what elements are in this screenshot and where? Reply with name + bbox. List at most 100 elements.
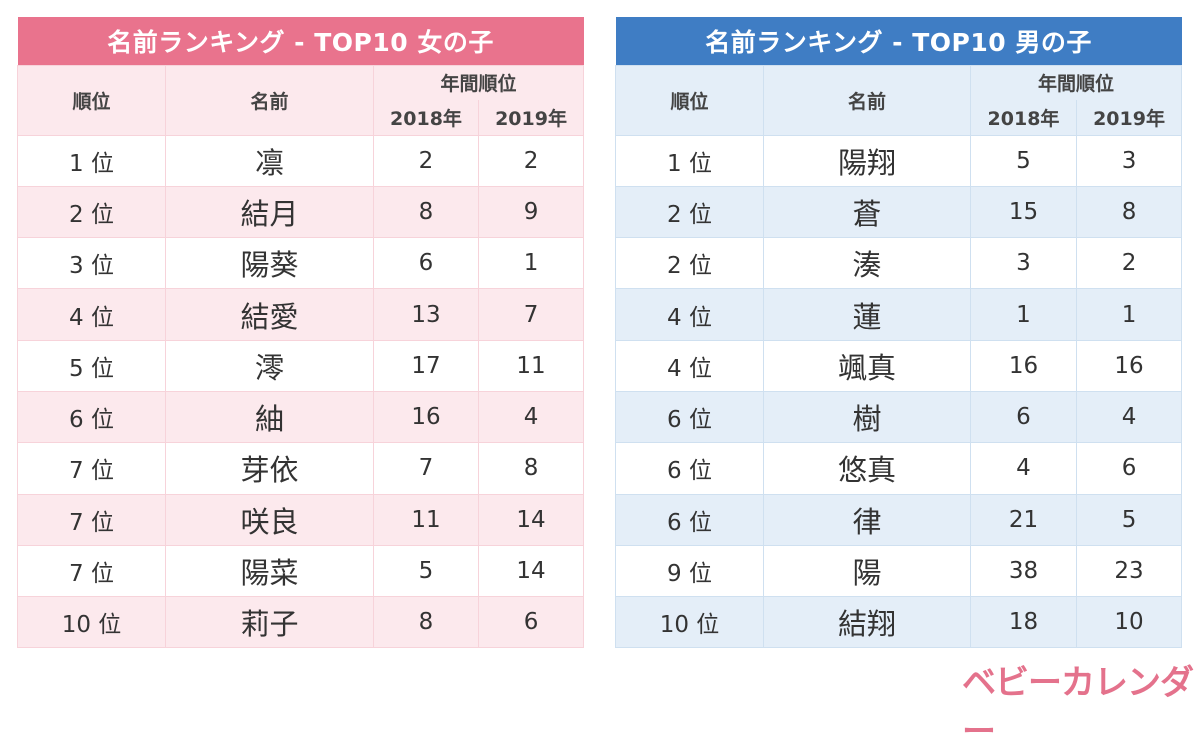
name-cell: 陽	[763, 544, 971, 598]
rank-2019-cell: 16	[1075, 339, 1183, 392]
rank-2018-cell: 3	[970, 237, 1077, 290]
rank-2019-cell: 8	[477, 442, 585, 495]
rank-cell: 2 位	[615, 185, 764, 239]
rank-cell: 2 位	[17, 185, 166, 239]
name-cell: 莉子	[165, 596, 374, 649]
rank-2019-cell: 2	[1075, 237, 1183, 290]
rank-2018-cell: 21	[970, 493, 1077, 546]
name-cell: 結翔	[763, 596, 971, 649]
rank-cell: 2 位	[615, 237, 764, 290]
rank-2019-cell: 2	[477, 134, 585, 187]
name-cell: 湊	[763, 237, 971, 290]
name-cell: 悠真	[763, 442, 971, 495]
name-cell: 陽翔	[763, 134, 971, 187]
header-2019: 2019年	[1075, 100, 1183, 136]
rank-2018-cell: 4	[970, 442, 1077, 495]
baby-calendar-logo: ベビーカレンダー	[962, 663, 1194, 752]
table-row: 6 位悠真 4 6	[615, 442, 1183, 495]
rank-cell: 10 位	[615, 596, 764, 649]
header-name: 名前	[165, 64, 374, 136]
name-cell: 律	[763, 493, 971, 546]
rank-cell: 7 位	[17, 442, 166, 495]
rank-2018-cell: 1	[970, 288, 1077, 341]
rank-cell: 10 位	[17, 596, 166, 649]
table-row: 10 位結翔 18 10	[615, 596, 1183, 649]
name-cell: 樹	[763, 390, 971, 444]
rank-cell: 7 位	[17, 493, 166, 546]
table-row: 5 位澪 17 11	[17, 339, 585, 392]
name-cell: 澪	[165, 339, 374, 392]
rank-cell: 1 位	[615, 134, 764, 187]
name-cell: 紬	[165, 390, 374, 444]
header-annual-rank: 年間順位	[372, 64, 585, 100]
rank-2018-cell: 6	[373, 237, 479, 290]
rank-2019-cell: 14	[477, 544, 585, 598]
rank-2019-cell: 4	[1075, 390, 1183, 444]
name-cell: 芽依	[165, 442, 374, 495]
rank-cell: 4 位	[17, 288, 166, 341]
rank-2018-cell: 17	[373, 339, 479, 392]
name-cell: 陽葵	[165, 237, 374, 290]
rank-2018-cell: 5	[373, 544, 479, 598]
table-row: 6 位紬 16 4	[17, 390, 585, 444]
rank-2018-cell: 11	[373, 493, 479, 546]
rank-2019-cell: 6	[477, 596, 585, 649]
header-2018: 2018年	[970, 100, 1077, 136]
rank-2018-cell: 2	[373, 134, 479, 187]
rank-2019-cell: 23	[1075, 544, 1183, 598]
rank-2019-cell: 14	[477, 493, 585, 546]
table-row: 4 位結愛 13 7	[17, 288, 585, 341]
name-cell: 結愛	[165, 288, 374, 341]
rank-2019-cell: 9	[477, 185, 585, 239]
table-row: 4 位颯真 16 16	[615, 339, 1183, 392]
rank-2019-cell: 3	[1075, 134, 1183, 187]
table-row: 1 位陽翔 5 3	[615, 134, 1183, 187]
rank-cell: 4 位	[615, 288, 764, 341]
boys-ranking-table: 名前ランキング - TOP10 男の子 順位 名前 年間順位 2018年 201…	[615, 17, 1183, 649]
table-row: 3 位陽葵 6 1	[17, 237, 585, 290]
name-cell: 陽菜	[165, 544, 374, 598]
rank-2018-cell: 8	[373, 185, 479, 239]
header-rank: 順位	[615, 64, 764, 136]
table-row: 7 位咲良 11 14	[17, 493, 585, 546]
rank-2019-cell: 1	[1075, 288, 1183, 341]
header-rank: 順位	[17, 64, 166, 136]
rank-2018-cell: 6	[970, 390, 1077, 444]
header-name: 名前	[763, 64, 971, 136]
rank-2018-cell: 18	[970, 596, 1077, 649]
rank-2019-cell: 10	[1075, 596, 1183, 649]
girls-table-title: 名前ランキング - TOP10 女の子	[107, 27, 494, 57]
table-row: 2 位結月 8 9	[17, 185, 585, 239]
rank-2019-cell: 7	[477, 288, 585, 341]
name-cell: 凛	[165, 134, 374, 187]
girls-ranking-table: 名前ランキング - TOP10 女の子 順位 名前 年間順位 2018年 201…	[17, 17, 585, 649]
table-row: 6 位律 21 5	[615, 493, 1183, 546]
name-cell: 咲良	[165, 493, 374, 546]
rank-2018-cell: 16	[970, 339, 1077, 392]
name-cell: 蒼	[763, 185, 971, 239]
name-cell: 蓮	[763, 288, 971, 341]
rank-2018-cell: 16	[373, 390, 479, 444]
boys-table-title: 名前ランキング - TOP10 男の子	[705, 27, 1092, 57]
table-row: 2 位蒼 15 8	[615, 185, 1183, 239]
table-row: 10 位莉子 8 6	[17, 596, 585, 649]
name-cell: 颯真	[763, 339, 971, 392]
rank-cell: 4 位	[615, 339, 764, 392]
rank-2019-cell: 11	[477, 339, 585, 392]
rank-2018-cell: 13	[373, 288, 479, 341]
rank-2018-cell: 5	[970, 134, 1077, 187]
rank-cell: 7 位	[17, 544, 166, 598]
header-2018: 2018年	[373, 100, 479, 136]
rank-2019-cell: 6	[1075, 442, 1183, 495]
rank-2019-cell: 5	[1075, 493, 1183, 546]
rank-2018-cell: 8	[373, 596, 479, 649]
rank-cell: 1 位	[17, 134, 166, 187]
rank-cell: 3 位	[17, 237, 166, 290]
rank-2019-cell: 4	[477, 390, 585, 444]
rank-cell: 6 位	[615, 493, 764, 546]
rank-2019-cell: 1	[477, 237, 585, 290]
